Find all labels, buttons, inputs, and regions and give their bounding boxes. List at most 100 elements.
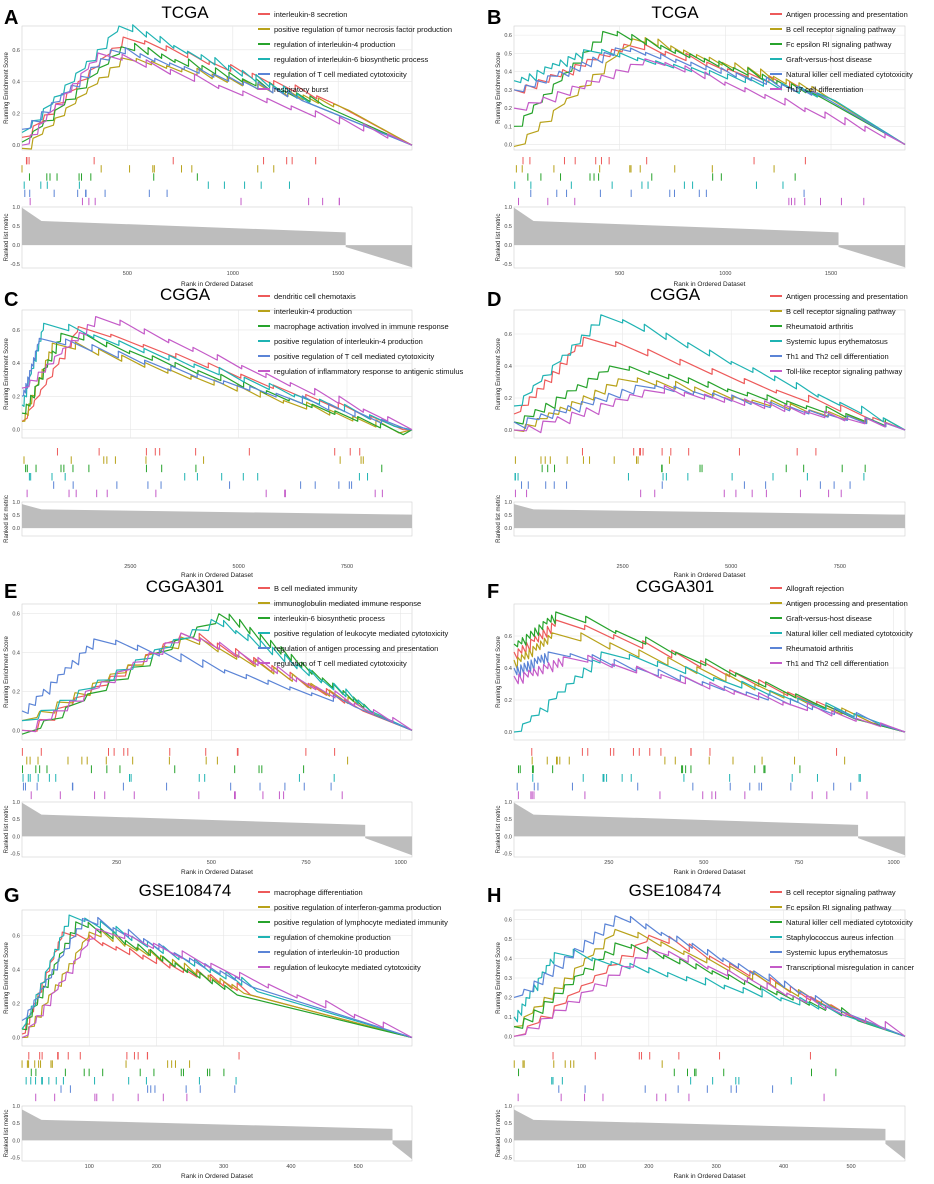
x-tick-label: 500 — [699, 860, 708, 866]
es-y-tick-label: 0.4 — [504, 666, 512, 672]
panel-letter: D — [487, 289, 501, 311]
legend-label: regulation of inflammatory response to a… — [274, 367, 464, 376]
x-tick-label: 500 — [615, 271, 624, 277]
es-curve-3 — [21, 921, 413, 1039]
x-tick-label: 1000 — [719, 271, 731, 277]
es-y-tick-label: 0.2 — [504, 396, 512, 402]
es-curve-6 — [21, 316, 413, 431]
es-curve-4 — [21, 24, 413, 146]
es-curve-6 — [21, 52, 413, 146]
es-y-tick-label: 0.4 — [12, 80, 20, 86]
legend-label: positive regulation of lymphocyte mediat… — [274, 918, 448, 927]
rank-y-tick-label: 0.0 — [12, 834, 20, 840]
panel-title: GSE108474 — [139, 881, 232, 900]
legend-label: Toll-like receptor signaling pathway — [786, 367, 903, 376]
rank-y-tick-label: 1.0 — [12, 1104, 20, 1110]
es-y-tick-label: 0.0 — [504, 143, 512, 149]
rank-y-tick-label: 0.0 — [504, 243, 512, 249]
rank-y-tick-label: 0.5 — [504, 513, 512, 519]
es-curve-3 — [513, 942, 906, 1037]
es-plot-area — [21, 909, 413, 1047]
rank-y-tick-label: 0.5 — [504, 1121, 512, 1127]
rank-metric-area — [22, 802, 412, 856]
x-tick-label: 200 — [152, 1164, 161, 1170]
es-curve-1 — [21, 326, 412, 431]
es-curve-3 — [21, 613, 413, 735]
es-y-tick-label: 0.4 — [504, 364, 512, 370]
x-tick-label: 5000 — [725, 564, 737, 570]
legend-label: dendritic cell chemotaxis — [274, 292, 356, 301]
es-curve-5 — [513, 915, 906, 1037]
legend-label: B cell receptor signaling pathway — [786, 888, 896, 897]
legend-label: positive regulation of tumor necrosis fa… — [274, 25, 452, 34]
rank-y-axis-title: Ranked list metric — [496, 495, 502, 543]
es-curve-6 — [513, 948, 906, 1037]
rank-metric-area — [514, 207, 905, 268]
x-tick-label: 300 — [219, 1164, 228, 1170]
es-y-tick-label: 0.6 — [12, 612, 20, 618]
rank-y-tick-label: -0.5 — [11, 262, 20, 268]
es-y-tick-label: 0.4 — [12, 651, 20, 657]
rank-y-tick-label: 1.0 — [504, 1104, 512, 1110]
rank-metric-area — [514, 802, 905, 856]
es-curve-2 — [513, 928, 906, 1037]
panel-letter: H — [487, 885, 501, 907]
es-y-tick-label: 0.6 — [12, 48, 20, 54]
x-tick-label: 400 — [779, 1164, 788, 1170]
es-y-tick-label: 0.0 — [504, 1034, 512, 1040]
panel-letter: A — [4, 7, 18, 29]
es-curve-2 — [21, 636, 413, 731]
x-axis-title: Rank in Ordered Dataset — [674, 1173, 746, 1180]
rank-y-axis-title: Ranked list metric — [496, 806, 502, 854]
es-plot-area — [513, 603, 906, 741]
x-tick-label: 750 — [301, 860, 310, 866]
rank-y-tick-label: 1.0 — [504, 500, 512, 506]
es-y-tick-label: 0.0 — [504, 428, 512, 434]
x-tick-label: 1000 — [395, 860, 407, 866]
x-tick-label: 2500 — [124, 564, 136, 570]
x-tick-label: 1000 — [227, 271, 239, 277]
es-y-tick-label: 0.0 — [12, 1036, 20, 1042]
legend-label: B cell receptor signaling pathway — [786, 25, 896, 34]
x-axis-title: Rank in Ordered Dataset — [181, 869, 253, 876]
panel-title: CGGA — [160, 285, 211, 304]
x-tick-label: 100 — [577, 1164, 586, 1170]
legend-label: Fc epsilon RI signaling pathway — [786, 40, 892, 49]
legend-label: B cell mediated immunity — [274, 584, 358, 593]
legend-label: Rheumatoid arthritis — [786, 644, 853, 653]
es-curve-5 — [513, 651, 906, 733]
es-curve-6 — [513, 58, 906, 146]
es-plot-area — [21, 603, 413, 741]
es-curve-5 — [21, 638, 413, 731]
es-y-tick-label: 0.6 — [12, 934, 20, 940]
es-y-tick-label: 0.6 — [504, 33, 512, 39]
es-y-tick-label: 0.3 — [504, 88, 512, 94]
rank-y-tick-label: 0.5 — [12, 224, 20, 230]
rank-y-tick-label: 1.0 — [12, 205, 20, 211]
legend-label: regulation of interleukin-4 production — [274, 40, 395, 49]
es-y-axis-title: Running Enrichment Score — [4, 337, 10, 409]
es-y-tick-label: 0.2 — [12, 1002, 20, 1008]
x-tick-label: 300 — [712, 1164, 721, 1170]
es-curve-1 — [513, 934, 906, 1037]
es-y-tick-label: 0.2 — [12, 394, 20, 400]
rank-y-tick-label: 0.0 — [504, 1138, 512, 1144]
es-curve-6 — [21, 632, 413, 733]
rank-y-tick-label: 0.0 — [504, 526, 512, 532]
es-curve-1 — [21, 36, 413, 146]
panel-letter: C — [4, 289, 18, 311]
rank-y-tick-label: -0.5 — [503, 1156, 512, 1162]
rank-y-tick-label: 1.0 — [12, 500, 20, 506]
panel-letter: E — [4, 581, 17, 603]
legend-label: positive regulation of T cell mediated c… — [274, 352, 434, 361]
x-tick-label: 750 — [794, 860, 803, 866]
es-y-tick-label: 0.0 — [12, 428, 20, 434]
rank-metric-area — [514, 504, 905, 529]
es-curve-2 — [513, 632, 906, 733]
es-curve-3 — [513, 611, 906, 733]
